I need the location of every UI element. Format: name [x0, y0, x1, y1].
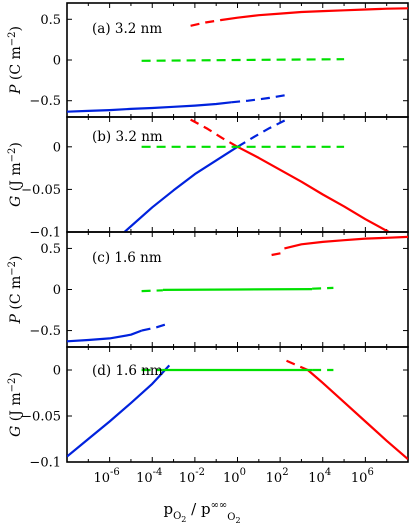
y-tick-label: −0.5: [29, 94, 61, 109]
y-tick-label: 0.5: [40, 242, 61, 257]
x-tick-label: 10-6: [93, 467, 119, 486]
series-red-dashed: [190, 19, 221, 27]
y-tick-label: 0: [53, 140, 61, 155]
y-tick-label: −0.1: [29, 226, 61, 241]
series-red-solid: [284, 235, 408, 250]
y-tick-label: −0.5: [29, 324, 61, 339]
x-tick-label: 10-4: [136, 467, 162, 486]
series-blue-dashed: [230, 93, 287, 104]
panel-label: (c) 1.6 nm: [92, 250, 162, 266]
panel-3: 0.5 0 −0.5 (c) 1.6 nm P (C m−2): [7, 231, 409, 348]
y-tick-label: −0.05: [21, 410, 61, 425]
series-blue-solid: [67, 329, 142, 343]
x-axis-label: pO2 / p∞∞O2: [163, 500, 240, 524]
y-axis-label: P (C m−2): [7, 26, 24, 95]
x-axis-ticks: 10-6 10-4 10-2 100 102 104 106: [93, 467, 373, 486]
series-red-solid: [236, 145, 390, 232]
y-tick-label: −0.05: [21, 183, 61, 198]
series-red-dashed: [190, 118, 239, 148]
series-green-dashed: [141, 289, 163, 293]
x-tick-label: 100: [223, 467, 246, 486]
y-axis-label: P (C m−2): [7, 256, 24, 325]
y-axis-label: G (J m−2): [7, 142, 24, 207]
panel-label: (a) 3.2 nm: [92, 21, 162, 37]
panel-4: 0 −0.05 −0.1 (d) 1.6 nm G (J m−2): [7, 346, 409, 471]
y-tick-label: −0.1: [29, 456, 61, 471]
y-tick-label: 0: [53, 54, 61, 69]
series-blue-dashed: [141, 322, 168, 332]
svg-text:pO2 / p∞∞O2: pO2 / p∞∞O2: [163, 500, 240, 524]
y-axis-label: G (J m−2): [7, 372, 24, 437]
series-blue-dashed: [236, 118, 287, 148]
series-blue-solid: [67, 369, 166, 458]
series-red-dashed: [271, 251, 285, 257]
series-green-solid: [162, 288, 313, 291]
y-tick-label: 0.5: [40, 13, 61, 28]
panel-1: 0.5 0 −0.5 (a) 3.2 nm P (C m−2): [7, 2, 409, 118]
x-tick-label: 104: [308, 467, 331, 486]
y-tick-label: 0: [53, 283, 61, 298]
panel-2: 0 −0.05 −0.1 (b) 3.2 nm G (J m−2): [7, 116, 409, 241]
x-tick-label: 102: [266, 467, 289, 486]
series-red-solid: [220, 7, 408, 22]
x-tick-label: 10-2: [179, 467, 205, 486]
series-green-dashed: [141, 58, 345, 62]
panel-label: (d) 1.6 nm: [92, 363, 163, 379]
series-green-dashed: [312, 286, 334, 290]
y-tick-label: 0: [53, 364, 61, 379]
series-blue-solid: [123, 145, 239, 232]
panel-label: (b) 3.2 nm: [92, 129, 163, 145]
series-red-dashed: [286, 359, 309, 372]
series-red-solid: [307, 369, 408, 461]
x-tick-label: 106: [351, 467, 374, 486]
series-blue-solid: [67, 101, 232, 113]
